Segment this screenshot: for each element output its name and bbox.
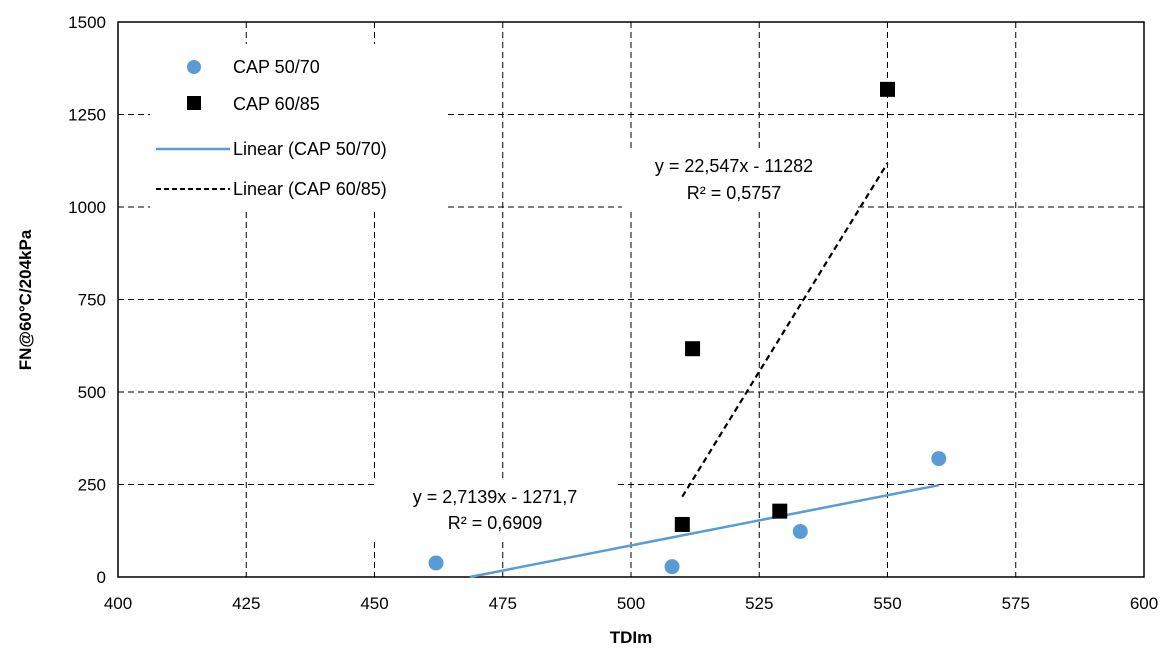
plot-area-border <box>117 21 1145 578</box>
trendline-equation-cap-6085: y = 22,547x - 11282 <box>655 156 813 176</box>
data-point-cap-6085 <box>772 503 788 519</box>
legend-label-cap-5070: CAP 50/70 <box>233 57 320 77</box>
trendline-equation-cap-5070: y = 2,7139x - 1271,7 <box>413 487 578 507</box>
x-axis-title: TDIm <box>610 628 653 647</box>
x-tick-label: 550 <box>873 594 901 613</box>
x-tick-label: 525 <box>745 594 773 613</box>
legend-label-linear-cap-5070: Linear (CAP 50/70) <box>233 139 387 159</box>
trendline-label-bg-cap-5070 <box>374 480 618 540</box>
y-tick-label: 0 <box>97 568 106 587</box>
legend: CAP 50/70 CAP 60/85 Linear (CAP 50/70) L… <box>150 44 445 212</box>
x-tick-label: 425 <box>232 594 260 613</box>
legend-marker-cap-6085 <box>187 96 201 110</box>
axis-ticks: 400 425 450 475 500 525 550 575 600 0 250 500 750 100… <box>68 13 1158 613</box>
trendline-cap-5070 <box>469 483 940 579</box>
trendline-cap-6085 <box>681 162 889 498</box>
legend-label-linear-cap-6085: Linear (CAP 60/85) <box>233 179 387 199</box>
legend-label-cap-6085: CAP 60/85 <box>233 94 320 114</box>
x-tick-label: 475 <box>489 594 517 613</box>
data-point-cap-6085 <box>674 516 690 532</box>
x-tick-label: 600 <box>1130 594 1158 613</box>
data-point-cap-5070 <box>792 523 808 539</box>
trendline-label-bg-cap-6085 <box>622 148 854 208</box>
data-point-cap-6085 <box>685 341 701 357</box>
data-point-cap-5070 <box>931 451 947 467</box>
data-point-cap-5070 <box>664 559 680 575</box>
y-tick-label: 1500 <box>68 13 106 32</box>
y-tick-label: 500 <box>78 383 106 402</box>
y-tick-label: 250 <box>78 476 106 495</box>
y-tick-label: 750 <box>78 291 106 310</box>
data-point-cap-5070 <box>428 555 444 571</box>
x-tick-label: 450 <box>360 594 388 613</box>
x-tick-label: 500 <box>617 594 645 613</box>
y-tick-label: 1000 <box>68 198 106 217</box>
legend-marker-cap-5070 <box>187 60 201 74</box>
data-point-cap-6085 <box>880 81 895 97</box>
legend-background <box>150 44 445 212</box>
x-tick-label: 575 <box>1002 594 1030 613</box>
trendline-r2-cap-5070: R² = 0,6909 <box>448 513 543 533</box>
y-axis-title: FN@60°C/204kPa <box>16 229 35 370</box>
y-tick-label: 1250 <box>68 106 106 125</box>
trendline-r2-cap-6085: R² = 0,5757 <box>687 183 782 203</box>
x-tick-label: 400 <box>104 594 132 613</box>
trendlines <box>469 162 940 579</box>
data-points <box>428 81 947 575</box>
